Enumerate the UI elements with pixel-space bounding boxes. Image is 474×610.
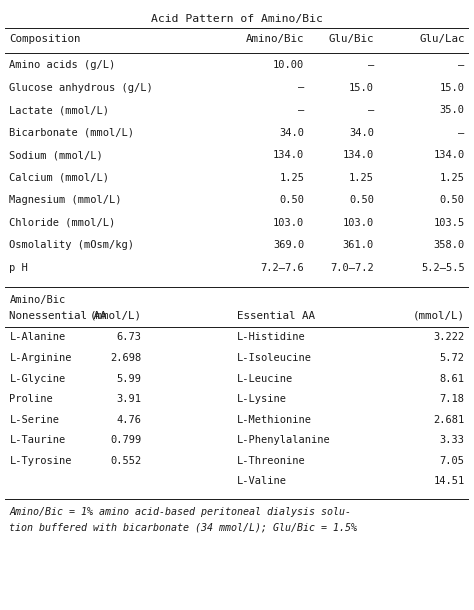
Text: Glu/Lac: Glu/Lac <box>419 34 465 43</box>
Text: —: — <box>458 127 465 138</box>
Text: 5.99: 5.99 <box>117 373 142 384</box>
Text: L-Phenylalanine: L-Phenylalanine <box>237 436 331 445</box>
Text: 0.50: 0.50 <box>439 195 465 205</box>
Text: 134.0: 134.0 <box>343 150 374 160</box>
Text: L-Lysine: L-Lysine <box>237 394 287 404</box>
Text: 369.0: 369.0 <box>273 240 304 250</box>
Text: L-Valine: L-Valine <box>237 476 287 487</box>
Text: Osmolality (mOsm/kg): Osmolality (mOsm/kg) <box>9 240 135 250</box>
Text: 15.0: 15.0 <box>439 82 465 93</box>
Text: —: — <box>458 60 465 70</box>
Text: L-Threonine: L-Threonine <box>237 456 306 466</box>
Text: —: — <box>368 60 374 70</box>
Text: L-Taurine: L-Taurine <box>9 436 65 445</box>
Text: 7.0–7.2: 7.0–7.2 <box>330 263 374 273</box>
Text: Glu/Bic: Glu/Bic <box>328 34 374 43</box>
Text: Magnesium (mmol/L): Magnesium (mmol/L) <box>9 195 122 205</box>
Text: 103.0: 103.0 <box>273 218 304 228</box>
Text: 7.18: 7.18 <box>439 394 465 404</box>
Text: L-Leucine: L-Leucine <box>237 373 293 384</box>
Text: 34.0: 34.0 <box>349 127 374 138</box>
Text: Amino acids (g/L): Amino acids (g/L) <box>9 60 116 70</box>
Text: Amino/Bic: Amino/Bic <box>246 34 304 43</box>
Text: 3.91: 3.91 <box>117 394 142 404</box>
Text: 0.50: 0.50 <box>279 195 304 205</box>
Text: L-Methionine: L-Methionine <box>237 415 312 425</box>
Text: 361.0: 361.0 <box>343 240 374 250</box>
Text: 134.0: 134.0 <box>433 150 465 160</box>
Text: 0.50: 0.50 <box>349 195 374 205</box>
Text: L-Serine: L-Serine <box>9 415 59 425</box>
Text: 5.72: 5.72 <box>439 353 465 363</box>
Text: Acid Pattern of Amino/Bic: Acid Pattern of Amino/Bic <box>151 14 323 24</box>
Text: Chloride (mmol/L): Chloride (mmol/L) <box>9 218 116 228</box>
Text: 3.33: 3.33 <box>439 436 465 445</box>
Text: 0.552: 0.552 <box>110 456 142 466</box>
Text: 1.25: 1.25 <box>439 173 465 183</box>
Text: 8.61: 8.61 <box>439 373 465 384</box>
Text: —: — <box>298 105 304 115</box>
Text: Sodium (mmol/L): Sodium (mmol/L) <box>9 150 103 160</box>
Text: L-Histidine: L-Histidine <box>237 332 306 342</box>
Text: 2.698: 2.698 <box>110 353 142 363</box>
Text: Composition: Composition <box>9 34 81 43</box>
Text: Proline: Proline <box>9 394 53 404</box>
Text: 15.0: 15.0 <box>349 82 374 93</box>
Text: Bicarbonate (mmol/L): Bicarbonate (mmol/L) <box>9 127 135 138</box>
Text: 1.25: 1.25 <box>349 173 374 183</box>
Text: 134.0: 134.0 <box>273 150 304 160</box>
Text: Essential AA: Essential AA <box>237 311 315 321</box>
Text: Nonessential AA: Nonessential AA <box>9 311 107 321</box>
Text: (mmol/L): (mmol/L) <box>90 311 142 321</box>
Text: Lactate (mmol/L): Lactate (mmol/L) <box>9 105 109 115</box>
Text: L-Isoleucine: L-Isoleucine <box>237 353 312 363</box>
Text: (mmol/L): (mmol/L) <box>412 311 465 321</box>
Text: Amino/Bic: Amino/Bic <box>9 295 65 305</box>
Text: Glucose anhydrous (g/L): Glucose anhydrous (g/L) <box>9 82 153 93</box>
Text: 103.5: 103.5 <box>433 218 465 228</box>
Text: 4.76: 4.76 <box>117 415 142 425</box>
Text: 10.00: 10.00 <box>273 60 304 70</box>
Text: 3.222: 3.222 <box>433 332 465 342</box>
Text: 6.73: 6.73 <box>117 332 142 342</box>
Text: L-Arginine: L-Arginine <box>9 353 72 363</box>
Text: 34.0: 34.0 <box>279 127 304 138</box>
Text: tion buffered with bicarbonate (34 mmol/L); Glu/Bic = 1.5%: tion buffered with bicarbonate (34 mmol/… <box>9 523 357 533</box>
Text: 35.0: 35.0 <box>439 105 465 115</box>
Text: 5.2–5.5: 5.2–5.5 <box>421 263 465 273</box>
Text: 0.799: 0.799 <box>110 436 142 445</box>
Text: —: — <box>298 82 304 93</box>
Text: Amino/Bic = 1% amino acid-based peritoneal dialysis solu-: Amino/Bic = 1% amino acid-based peritone… <box>9 507 351 517</box>
Text: p H: p H <box>9 263 28 273</box>
Text: 103.0: 103.0 <box>343 218 374 228</box>
Text: 1.25: 1.25 <box>279 173 304 183</box>
Text: 7.2–7.6: 7.2–7.6 <box>261 263 304 273</box>
Text: Calcium (mmol/L): Calcium (mmol/L) <box>9 173 109 183</box>
Text: 7.05: 7.05 <box>439 456 465 466</box>
Text: —: — <box>368 105 374 115</box>
Text: L-Alanine: L-Alanine <box>9 332 65 342</box>
Text: 2.681: 2.681 <box>433 415 465 425</box>
Text: 358.0: 358.0 <box>433 240 465 250</box>
Text: L-Tyrosine: L-Tyrosine <box>9 456 72 466</box>
Text: L-Glycine: L-Glycine <box>9 373 65 384</box>
Text: 14.51: 14.51 <box>433 476 465 487</box>
